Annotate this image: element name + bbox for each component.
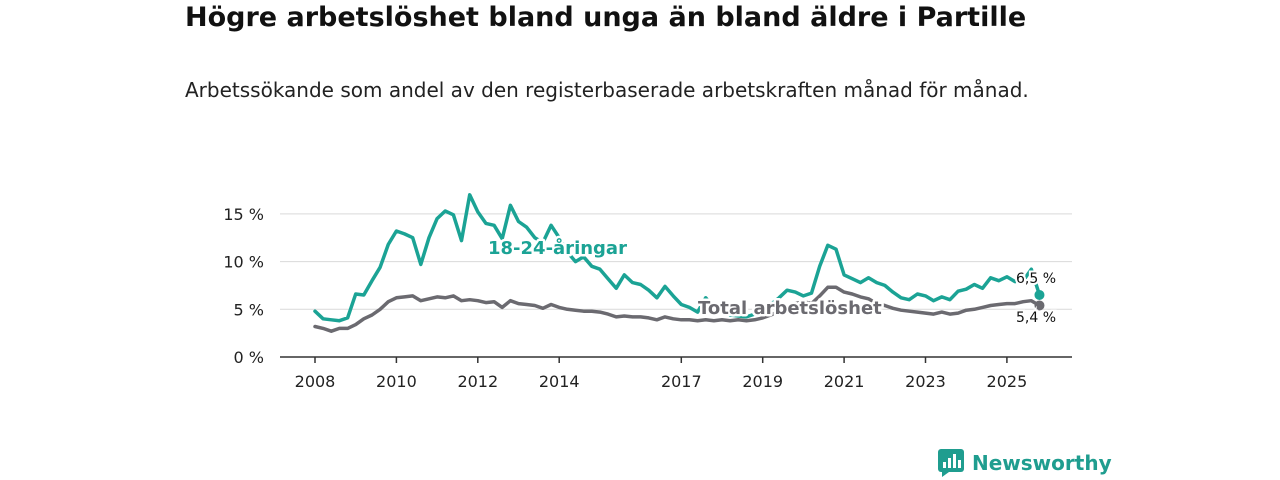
x-tick-label: 2025	[987, 372, 1028, 391]
y-tick-label: 15 %	[223, 205, 264, 224]
y-tick-label: 5 %	[234, 300, 264, 319]
newsworthy-logo-icon	[938, 449, 964, 477]
x-tick-label: 2017	[661, 372, 702, 391]
chart-subtitle: Arbetssökande som andel av den registerb…	[185, 78, 1029, 102]
series-lines	[313, 193, 1045, 333]
y-tick-label: 10 %	[223, 253, 264, 272]
series-line-total	[313, 285, 1042, 333]
x-tick-label: 2019	[742, 372, 783, 391]
x-tick-label: 2008	[295, 372, 336, 391]
series-end-point	[1034, 300, 1045, 311]
newsworthy-logo-text: Newsworthy	[972, 451, 1112, 475]
x-tick-label: 2010	[376, 372, 417, 391]
chart-title: Högre arbetslöshet bland unga än bland ä…	[185, 2, 1027, 33]
series-end-point	[1034, 289, 1045, 300]
end-value-total: 5,4 %	[1016, 310, 1056, 326]
x-tick-label: 2023	[905, 372, 946, 391]
end-value-youth: 6,5 %	[1016, 271, 1056, 287]
gridlines	[280, 213, 1072, 310]
line-chart: 0 % 5 % 10 % 15 % 2008 2010 2012 2014 2017 2019 20…	[223, 193, 1072, 391]
series-line-youth	[313, 193, 1042, 323]
y-tick-label: 0 %	[234, 348, 264, 367]
series-labels: 18-24-åringar Total arbetslöshet 6,5 % 5,4 …	[486, 235, 1059, 329]
series-label-youth: 18-24-åringar	[488, 237, 627, 259]
x-tick-label: 2014	[539, 372, 580, 391]
newsworthy-logo: Newsworthy	[937, 448, 1112, 478]
series-label-total: Total arbetslöshet	[698, 298, 882, 319]
x-tick-label: 2021	[824, 372, 865, 391]
axes: 0 % 5 % 10 % 15 % 2008 2010 2012 2014 2017 2019 20…	[223, 205, 1072, 391]
x-tick-label: 2012	[457, 372, 498, 391]
